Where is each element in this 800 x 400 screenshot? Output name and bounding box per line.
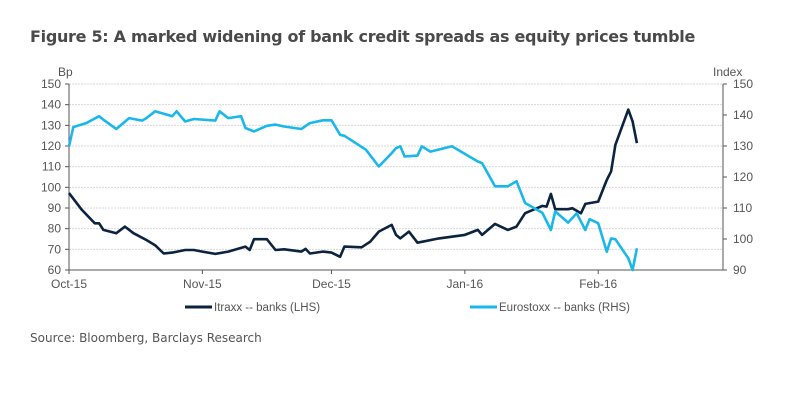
gridlines bbox=[69, 83, 723, 250]
y-right-tick-label: 130 bbox=[733, 139, 753, 153]
y-left-tick-label: 140 bbox=[41, 98, 61, 112]
chart-title: Figure 5: A marked widening of bank cred… bbox=[30, 27, 696, 46]
legend-label: Eurostoxx -- banks (RHS) bbox=[499, 302, 630, 314]
x-tick-label: Feb-16 bbox=[579, 277, 617, 291]
y-left-axis-label: Bp bbox=[58, 65, 73, 79]
x-tick-label: Jan-16 bbox=[446, 277, 483, 291]
axes: 60 70 80 90 100 110 120 130 140 150 90 100 110 120 130… bbox=[41, 65, 753, 291]
x-tick-label: Dec-15 bbox=[312, 277, 351, 291]
y-left-tick-label: 60 bbox=[48, 263, 62, 277]
y-right-tick-label: 110 bbox=[733, 201, 752, 215]
x-tick-label: Oct-15 bbox=[51, 277, 87, 291]
legend-label: Itraxx -- banks (LHS) bbox=[214, 302, 320, 314]
y-right-tick-label: 140 bbox=[733, 108, 753, 122]
x-tick-label: Nov-15 bbox=[183, 277, 222, 291]
series-line-itraxx bbox=[67, 108, 639, 259]
y-right-axis-label: Index bbox=[713, 65, 742, 79]
y-right-tick-label: 150 bbox=[733, 77, 753, 91]
series-line-eurostoxx bbox=[67, 110, 639, 272]
series-lines bbox=[67, 108, 639, 272]
source-note: Source: Bloomberg, Barclays Research bbox=[30, 331, 262, 345]
y-right-tick-label: 90 bbox=[733, 263, 747, 277]
y-left-tick-label: 80 bbox=[48, 222, 62, 236]
y-left-tick-label: 100 bbox=[41, 180, 61, 194]
y-left-tick-label: 130 bbox=[41, 118, 61, 132]
y-right-tick-label: 120 bbox=[733, 170, 753, 184]
y-left-tick-label: 90 bbox=[48, 201, 62, 215]
y-left-tick-label: 120 bbox=[41, 139, 61, 153]
legend: Itraxx -- banks (LHS) Eurostoxx -- banks … bbox=[185, 302, 630, 314]
y-right-tick-label: 100 bbox=[733, 232, 753, 246]
y-left-tick-label: 110 bbox=[42, 160, 61, 174]
y-left-tick-label: 150 bbox=[41, 77, 61, 91]
y-left-tick-label: 70 bbox=[48, 242, 62, 256]
